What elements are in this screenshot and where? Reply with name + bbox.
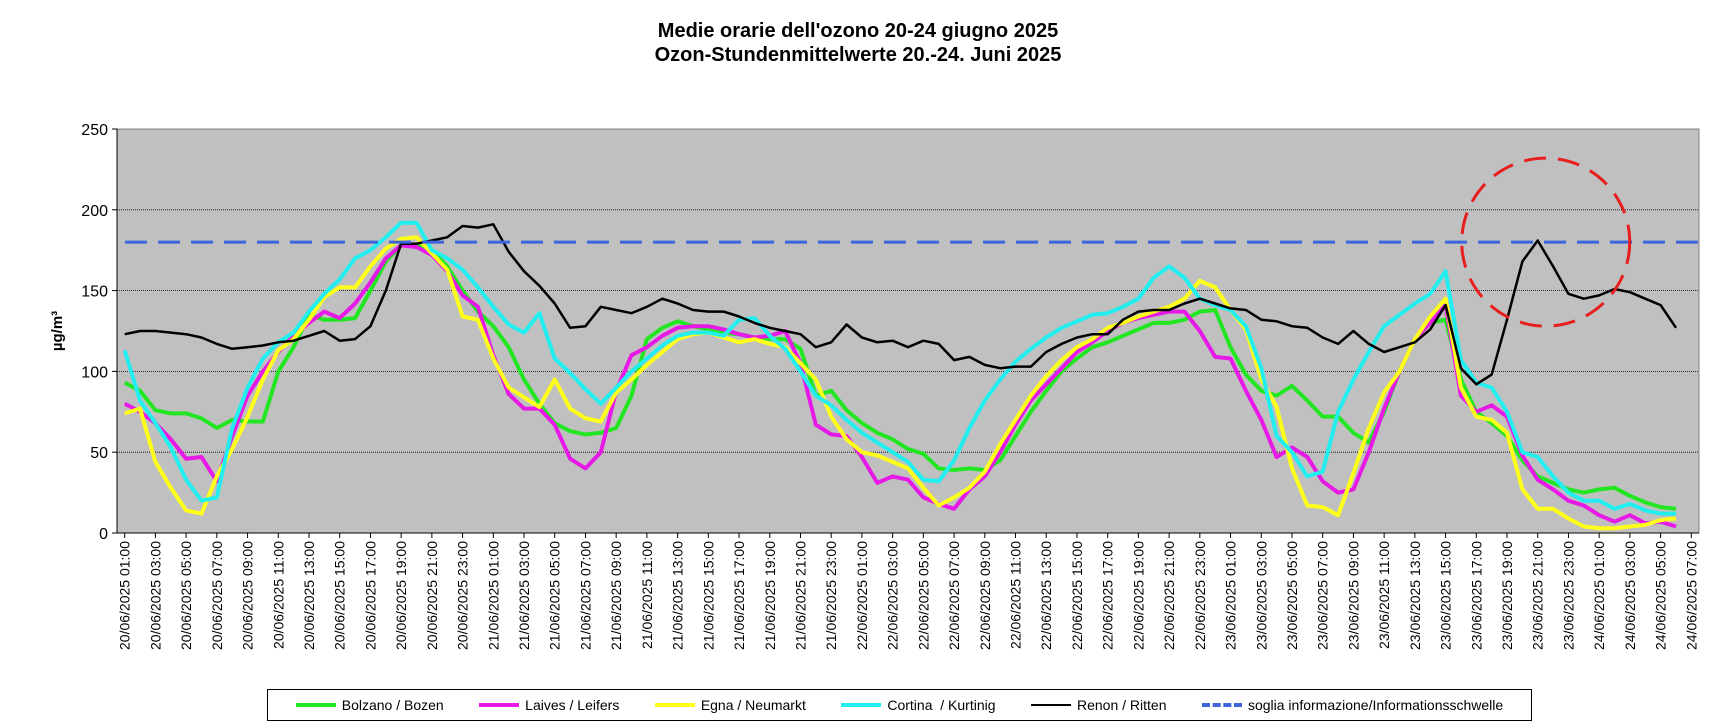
x-tick-label: 21/06/2025 03:00	[516, 541, 532, 650]
x-tick-label: 21/06/2025 17:00	[731, 541, 747, 650]
x-tick-label: 22/06/2025 05:00	[915, 541, 931, 650]
series-line-renon	[124, 223, 1678, 386]
x-tick-label: 21/06/2025 09:00	[608, 541, 624, 650]
y-tick-label: 250	[81, 122, 108, 139]
legend-item-egna: Egna / Neumarkt	[654, 697, 806, 713]
x-tick-label: 23/06/2025 13:00	[1407, 541, 1423, 650]
legend-item-laives: Laives / Leifers	[479, 697, 619, 713]
y-tick-label: 200	[81, 203, 108, 220]
x-tick-label: 20/06/2025 21:00	[424, 541, 440, 650]
legend-swatch-laives	[479, 703, 520, 707]
x-tick-label: 20/06/2025 05:00	[178, 541, 194, 650]
legend-swatch-threshold	[1201, 703, 1242, 707]
x-tick-label: 23/06/2025 15:00	[1438, 541, 1454, 650]
legend-label: Laives / Leifers	[525, 697, 620, 713]
plot-area	[116, 128, 1700, 534]
x-tick-label: 22/06/2025 07:00	[946, 541, 962, 650]
x-tick-label: 23/06/2025 17:00	[1468, 541, 1484, 650]
x-tick-label: 21/06/2025 19:00	[762, 541, 778, 650]
x-tick-label: 23/06/2025 23:00	[1560, 541, 1576, 650]
legend-swatch-bolzano	[295, 703, 336, 707]
x-tick-label: 22/06/2025 15:00	[1069, 541, 1085, 650]
legend-label: soglia informazione/Informationsschwelle	[1247, 697, 1504, 713]
legend-label: Renon / Ritten	[1076, 697, 1167, 713]
x-tick-label: 23/06/2025 01:00	[1223, 541, 1239, 650]
chart-legend: Bolzano / Bozen Laives / Leifers Egna / …	[267, 689, 1532, 721]
x-tick-label: 22/06/2025 17:00	[1100, 541, 1116, 650]
series-line-cortina	[122, 220, 1676, 516]
legend-swatch-renon	[1030, 704, 1071, 706]
x-tick-label: 24/06/2025 01:00	[1591, 541, 1607, 650]
x-tick-label: 20/06/2025 15:00	[332, 541, 348, 650]
x-tick-label: 24/06/2025 05:00	[1653, 541, 1669, 650]
chart-title: Medie orarie dell'ozono 20-24 giugno 202…	[657, 20, 1059, 42]
x-tick-label: 20/06/2025 03:00	[147, 541, 163, 650]
x-tick-label: 22/06/2025 09:00	[977, 541, 993, 650]
legend-label: Egna / Neumarkt	[700, 697, 806, 713]
x-tick-label: 24/06/2025 07:00	[1683, 541, 1699, 650]
x-tick-label: 23/06/2025 19:00	[1499, 541, 1515, 650]
x-tick-label: 22/06/2025 11:00	[1008, 541, 1024, 649]
x-tick-label: 23/06/2025 07:00	[1315, 541, 1331, 650]
legend-swatch-egna	[654, 703, 695, 707]
legend-item-cortina: Cortina / Kurtinig	[841, 697, 996, 713]
x-tick-label: 20/06/2025 01:00	[117, 541, 133, 650]
y-tick-label: 150	[81, 284, 108, 301]
x-tick-label: 20/06/2025 09:00	[240, 541, 256, 650]
legend-label: Bolzano / Bozen	[341, 697, 444, 713]
y-tick-label: 0	[99, 526, 108, 543]
chart-subtitle: Ozon-Stundenmittelwerte 20.-24. Juni 202…	[654, 44, 1062, 66]
x-tick-label: 20/06/2025 13:00	[301, 541, 317, 650]
x-tick-label: 22/06/2025 13:00	[1038, 541, 1054, 650]
x-tick-label: 21/06/2025 11:00	[639, 541, 655, 649]
x-tick-label: 22/06/2025 21:00	[1161, 541, 1177, 650]
y-tick-label: 50	[90, 445, 108, 462]
x-tick-label: 23/06/2025 05:00	[1284, 541, 1300, 650]
x-tick-label: 22/06/2025 01:00	[854, 541, 870, 650]
legend-item-renon: Renon / Ritten	[1030, 697, 1167, 713]
x-tick-label: 21/06/2025 23:00	[823, 541, 839, 650]
x-tick-label: 20/06/2025 07:00	[209, 541, 225, 650]
x-tick-label: 21/06/2025 07:00	[577, 541, 593, 650]
legend-swatch-cortina	[841, 703, 882, 707]
legend-item-threshold: soglia informazione/Informationsschwelle	[1201, 697, 1504, 713]
series-line-egna	[124, 235, 1677, 531]
x-tick-label: 23/06/2025 03:00	[1253, 541, 1269, 650]
x-tick-label: 21/06/2025 15:00	[700, 541, 716, 650]
x-tick-label: 22/06/2025 19:00	[1130, 541, 1146, 650]
y-axis-label: µg/m³	[49, 311, 66, 351]
x-tick-label: 21/06/2025 21:00	[792, 541, 808, 650]
x-tick-label: 24/06/2025 03:00	[1622, 541, 1638, 650]
x-tick-label: 23/06/2025 09:00	[1345, 541, 1361, 650]
x-tick-label: 20/06/2025 19:00	[393, 541, 409, 650]
legend-item-bolzano: Bolzano / Bozen	[295, 697, 444, 713]
highlight-circle-annotation	[1460, 156, 1632, 328]
x-tick-label: 20/06/2025 11:00	[270, 541, 286, 649]
y-tick-label: 100	[81, 364, 108, 381]
x-tick-label: 21/06/2025 01:00	[485, 541, 501, 650]
x-tick-label: 22/06/2025 23:00	[1192, 541, 1208, 650]
x-tick-label: 23/06/2025 11:00	[1376, 541, 1392, 649]
x-tick-label: 21/06/2025 05:00	[547, 541, 563, 650]
x-tick-label: 22/06/2025 03:00	[885, 541, 901, 650]
x-tick-label: 21/06/2025 13:00	[670, 541, 686, 650]
x-tick-label: 23/06/2025 21:00	[1530, 541, 1546, 650]
x-tick-label: 20/06/2025 17:00	[362, 541, 378, 650]
legend-label: Cortina / Kurtinig	[887, 697, 996, 713]
x-tick-label: 20/06/2025 23:00	[455, 541, 471, 650]
